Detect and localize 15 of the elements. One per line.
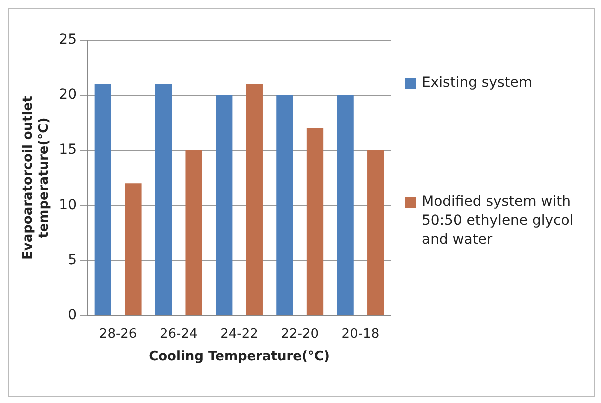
y-axis-title: Evapoaratorcoil outlet temperature(°C) — [21, 96, 52, 260]
legend-label: Modified system with 50:50 ethylene glycol and water — [422, 193, 575, 250]
x-tick-label: 26-24 — [160, 326, 198, 342]
x-tick-label: 28-26 — [99, 326, 138, 342]
y-tick-label: 15 — [59, 142, 78, 158]
y-tick-label: 0 — [68, 307, 78, 324]
y-tick-label: 5 — [68, 252, 78, 268]
legend-label: Existing system — [422, 74, 533, 93]
x-tick-label: 20-18 — [342, 326, 380, 342]
x-tick-label: 22-20 — [281, 326, 319, 342]
y-tick-label: 10 — [59, 197, 78, 214]
y-tick-label: 20 — [59, 87, 78, 104]
x-tick-label: 24-22 — [220, 326, 258, 342]
y-tick-label: 25 — [59, 32, 78, 48]
x-axis-title: Cooling Temperature(°C) — [149, 350, 330, 365]
